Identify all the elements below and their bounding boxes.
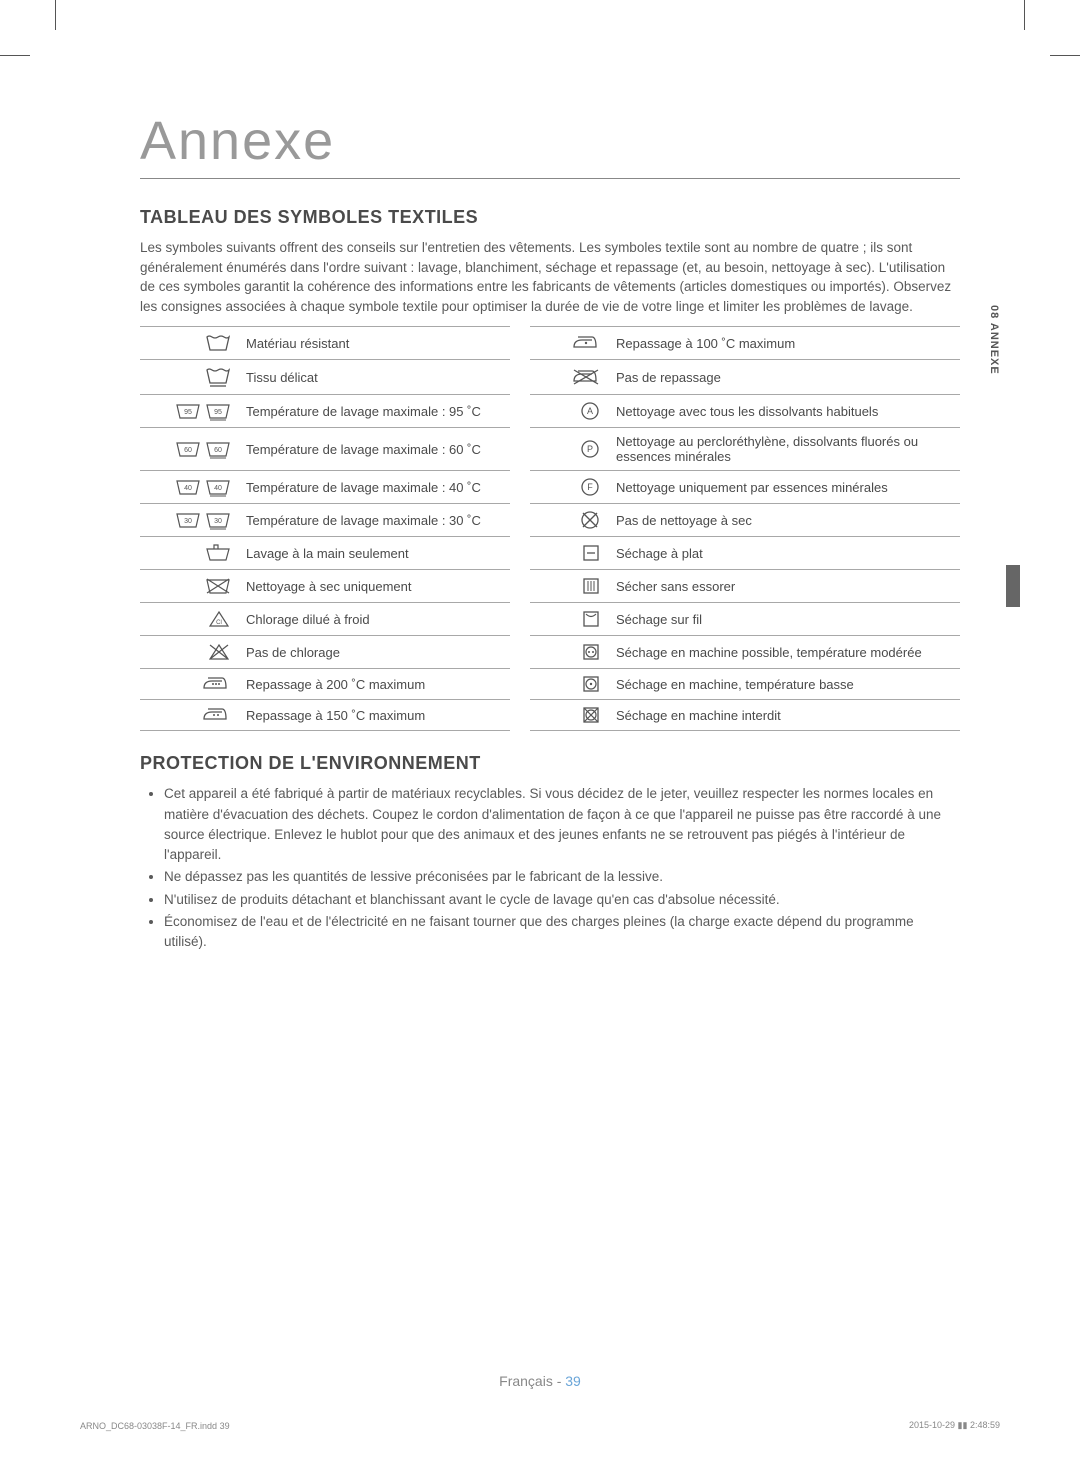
- symbols-table: Matériau résistant Repassage à 100 ˚C ma…: [140, 326, 960, 731]
- list-item: Économisez de l'eau et de l'électricité …: [164, 912, 960, 953]
- crop-mark: [0, 55, 30, 56]
- table-row: Lavage à la main seulement Séchage à pla…: [140, 537, 960, 570]
- cell-label: Pas de repassage: [610, 360, 960, 395]
- svg-text:95: 95: [214, 409, 222, 416]
- wash-tub-icon: [140, 327, 240, 360]
- cell-label: Température de lavage maximale : 40 ˚C: [240, 471, 510, 504]
- wash-95-icon: 95 95: [140, 395, 240, 428]
- tumble-dry-medium-icon: [530, 636, 610, 669]
- cell-label: Température de lavage maximale : 30 ˚C: [240, 504, 510, 537]
- svg-text:60: 60: [214, 447, 222, 454]
- tumble-dry-low-icon: [530, 669, 610, 700]
- section-heading-environment: PROTECTION DE L'ENVIRONNEMENT: [140, 753, 960, 774]
- side-tab: 08 ANNEXE: [988, 305, 1000, 375]
- svg-text:40: 40: [214, 485, 222, 492]
- svg-text:Cl: Cl: [216, 620, 222, 626]
- dryclean-a-icon: A: [530, 395, 610, 428]
- no-dryclean-icon: [530, 504, 610, 537]
- page-title: Annexe: [140, 110, 960, 179]
- cell-label: Pas de chlorage: [240, 636, 510, 669]
- cell-label: Tissu délicat: [240, 360, 510, 395]
- intro-text: Les symboles suivants offrent des consei…: [140, 238, 960, 316]
- footer-lang: Français -: [499, 1373, 565, 1389]
- thumb-tab: [1006, 565, 1020, 607]
- no-tumble-dry-icon: [530, 700, 610, 731]
- svg-text:60: 60: [184, 447, 192, 454]
- table-row: 30 30 Température de lavage maximale : 3…: [140, 504, 960, 537]
- svg-text:A: A: [587, 406, 593, 416]
- svg-text:40: 40: [184, 485, 192, 492]
- no-wash-icon: [140, 570, 240, 603]
- table-row: Pas de chlorage Séchage en machine possi…: [140, 636, 960, 669]
- cell-label: Séchage sur fil: [610, 603, 960, 636]
- table-row: Repassage à 150 ˚C maximum Séchage en ma…: [140, 700, 960, 731]
- cell-label: Repassage à 100 ˚C maximum: [610, 327, 960, 360]
- cell-label: Température de lavage maximale : 95 ˚C: [240, 395, 510, 428]
- cell-label: Chlorage dilué à froid: [240, 603, 510, 636]
- wash-tub-delicate-icon: [140, 360, 240, 395]
- dry-flat-icon: [530, 537, 610, 570]
- dryclean-p-icon: P: [530, 428, 610, 471]
- crop-mark: [55, 0, 56, 30]
- cell-label: Température de lavage maximale : 60 ˚C: [240, 428, 510, 471]
- cell-label: Sécher sans essorer: [610, 570, 960, 603]
- table-row: Nettoyage à sec uniquement Sécher sans e…: [140, 570, 960, 603]
- table-row: Matériau résistant Repassage à 100 ˚C ma…: [140, 327, 960, 360]
- svg-text:F: F: [587, 482, 593, 492]
- svg-text:30: 30: [184, 518, 192, 525]
- table-row: 60 60 Température de lavage maximale : 6…: [140, 428, 960, 471]
- wash-40-icon: 40 40: [140, 471, 240, 504]
- wash-60-icon: 60 60: [140, 428, 240, 471]
- wash-30-icon: 30 30: [140, 504, 240, 537]
- list-item: Ne dépassez pas les quantités de lessive…: [164, 867, 960, 887]
- cell-label: Nettoyage à sec uniquement: [240, 570, 510, 603]
- cell-label: Repassage à 150 ˚C maximum: [240, 700, 510, 731]
- line-dry-icon: [530, 603, 610, 636]
- cell-label: Repassage à 200 ˚C maximum: [240, 669, 510, 700]
- no-bleach-icon: [140, 636, 240, 669]
- cell-label: Nettoyage avec tous les dissolvants habi…: [610, 395, 960, 428]
- cell-label: Séchage à plat: [610, 537, 960, 570]
- iron-3dot-icon: [140, 669, 240, 700]
- indd-info-left: ARNO_DC68-03038F-14_FR.indd 39: [80, 1421, 230, 1431]
- svg-text:95: 95: [184, 409, 192, 416]
- cell-label: Nettoyage uniquement par essences minéra…: [610, 471, 960, 504]
- crop-mark: [1024, 0, 1025, 30]
- indd-info-right: 2015-10-29 ▮▮ 2:48:59: [909, 1420, 1000, 1431]
- table-row: Cl Chlorage dilué à froid Séchage sur fi…: [140, 603, 960, 636]
- cell-label: Matériau résistant: [240, 327, 510, 360]
- table-row: 40 40 Température de lavage maximale : 4…: [140, 471, 960, 504]
- drip-dry-icon: [530, 570, 610, 603]
- cell-label: Pas de nettoyage à sec: [610, 504, 960, 537]
- footer-page: 39: [565, 1373, 581, 1389]
- bleach-icon: Cl: [140, 603, 240, 636]
- cell-label: Séchage en machine interdit: [610, 700, 960, 731]
- list-item: N'utilisez de produits détachant et blan…: [164, 890, 960, 910]
- iron-1dot-icon: [530, 327, 610, 360]
- cell-label: Séchage en machine, température basse: [610, 669, 960, 700]
- handwash-icon: [140, 537, 240, 570]
- section-heading-symbols: TABLEAU DES SYMBOLES TEXTILES: [140, 207, 960, 228]
- crop-mark: [1050, 55, 1080, 56]
- cell-label: Séchage en machine possible, température…: [610, 636, 960, 669]
- list-item: Cet appareil a été fabriqué à partir de …: [164, 784, 960, 865]
- no-iron-icon: [530, 360, 610, 395]
- svg-text:P: P: [587, 444, 593, 454]
- table-row: Tissu délicat Pas de repassage: [140, 360, 960, 395]
- dryclean-f-icon: F: [530, 471, 610, 504]
- iron-2dot-icon: [140, 700, 240, 731]
- table-row: 95 95 Température de lavage maximale : 9…: [140, 395, 960, 428]
- environment-list: Cet appareil a été fabriqué à partir de …: [140, 784, 960, 952]
- table-row: Repassage à 200 ˚C maximum Séchage en ma…: [140, 669, 960, 700]
- page-footer: Français - 39: [0, 1373, 1080, 1389]
- cell-label: Nettoyage au percloréthylène, dissolvant…: [610, 428, 960, 471]
- cell-label: Lavage à la main seulement: [240, 537, 510, 570]
- svg-text:30: 30: [214, 518, 222, 525]
